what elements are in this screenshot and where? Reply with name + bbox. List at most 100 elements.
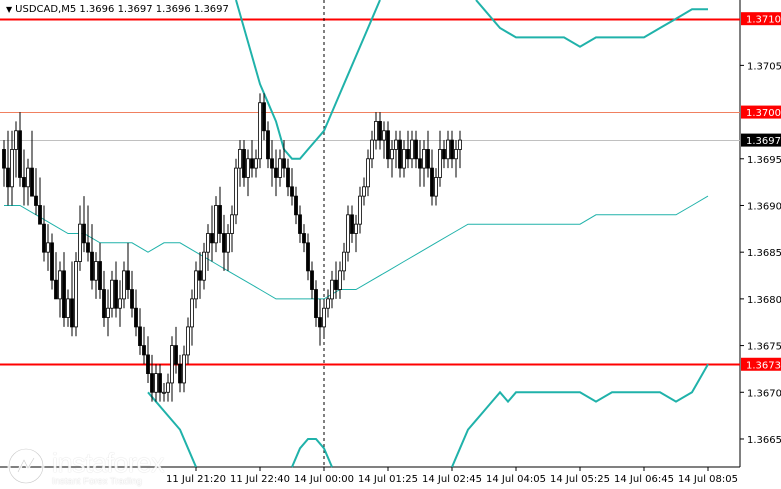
candle-body-84 <box>338 270 342 290</box>
time-axis: 11 Jul 21:20 11 Jul 22:40 14 Jul 00:00 14 J… <box>166 467 738 485</box>
level-tag-bg-2 <box>741 133 781 147</box>
candle-body-15 <box>62 270 66 318</box>
logo-tagline: Instant Forex Trading <box>52 476 142 487</box>
candle-body-54 <box>218 205 222 234</box>
x-tick-label-7: 14 Jul 06:45 <box>614 474 674 485</box>
candle-body-52 <box>210 233 214 244</box>
candle-body-80 <box>322 307 326 328</box>
candle-body-64 <box>258 102 262 160</box>
symbol-quote-text: USDCAD,M5 1.3696 1.3697 1.3696 1.3697 <box>15 4 229 15</box>
collapse-triangle-icon[interactable]: ▼ <box>6 5 13 14</box>
candle-body-8 <box>34 195 38 206</box>
candle-body-78 <box>314 289 318 318</box>
candle-body-4 <box>18 130 22 178</box>
candle-body-110 <box>442 149 446 160</box>
candle-body-62 <box>250 158 254 169</box>
candle-body-21 <box>86 242 90 253</box>
candle-body-88 <box>354 223 358 234</box>
candle-body-14 <box>58 270 62 300</box>
candle-body-43 <box>174 345 178 365</box>
candle-body-77 <box>310 270 314 290</box>
candle-body-49 <box>198 270 202 281</box>
candle-body-32 <box>130 289 134 309</box>
candle-body-0 <box>2 149 6 169</box>
candle-body-60 <box>242 149 246 178</box>
x-tick-label-3: 14 Jul 01:25 <box>358 474 418 485</box>
candle-body-69 <box>278 158 282 178</box>
candle-body-81 <box>326 298 330 309</box>
candle-body-50 <box>202 251 206 281</box>
bollinger_upper-line <box>235 0 381 160</box>
candle-body-18 <box>74 261 78 328</box>
candle-body-108 <box>434 177 438 197</box>
candle-body-82 <box>330 279 334 300</box>
y-tick-label-1: 1.3670 <box>747 388 781 399</box>
candle-body-41 <box>166 382 170 393</box>
level-tag-label-2: 1.3697 <box>746 136 781 147</box>
candle-body-7 <box>30 167 34 197</box>
bollinger_lower-line <box>147 391 197 468</box>
logo-name: instaforex <box>52 448 165 478</box>
candle-body-101 <box>406 149 410 160</box>
candle-body-79 <box>318 317 322 328</box>
candle-body-10 <box>42 223 46 253</box>
candle-body-33 <box>134 307 138 328</box>
candle-body-109 <box>438 149 442 178</box>
candle-body-30 <box>122 270 126 300</box>
x-tick-label-8: 14 Jul 08:05 <box>678 474 738 485</box>
level-lines <box>0 0 740 467</box>
candle-body-86 <box>346 214 350 253</box>
x-tick-label-0: 11 Jul 21:20 <box>166 474 226 485</box>
candle-body-39 <box>158 373 162 393</box>
y-tick-label-7: 1.3705 <box>747 61 781 72</box>
plot-background <box>0 0 740 467</box>
candle-body-111 <box>446 139 450 160</box>
candle-body-16 <box>66 298 70 318</box>
y-tick-label-0: 1.3665 <box>747 435 781 446</box>
candle-body-65 <box>262 102 266 132</box>
level-tag-bg-1 <box>741 105 781 119</box>
y-tick-label-2: 1.3675 <box>747 342 781 353</box>
candle-body-99 <box>398 139 402 169</box>
candle-body-71 <box>286 167 290 188</box>
x-tick-label-2: 14 Jul 00:00 <box>294 474 354 485</box>
y-tick-label-3: 1.3680 <box>747 295 781 306</box>
candle-body-113 <box>454 149 458 160</box>
candle-body-46 <box>186 326 190 356</box>
bollinger_upper_2-line <box>475 0 708 48</box>
price-axis: 1.3665 1.3670 1.3675 1.3680 1.3685 1.3690 1.36… <box>740 12 781 446</box>
candle-body-90 <box>362 186 366 197</box>
candle-body-112 <box>450 139 454 160</box>
candle-body-47 <box>190 298 194 328</box>
instaforex-logo-icon <box>7 447 45 485</box>
candle-body-102 <box>410 139 414 160</box>
candle-body-87 <box>350 214 354 234</box>
y-tick-label-6: 1.3695 <box>747 155 781 166</box>
x-tick-label-6: 14 Jul 05:25 <box>550 474 610 485</box>
candle-body-75 <box>302 233 306 244</box>
level-tag-bg-3 <box>741 357 781 371</box>
candle-body-6 <box>26 167 30 188</box>
x-tick-label-1: 11 Jul 22:40 <box>230 474 290 485</box>
candle-body-24 <box>98 261 102 290</box>
candle-body-98 <box>394 139 398 150</box>
symbol-header: ▼ USDCAD,M5 1.3696 1.3697 1.3696 1.3697 <box>6 4 229 15</box>
candle-body-36 <box>146 354 150 375</box>
candle-body-3 <box>14 130 18 150</box>
level-tag-label-3: 1.3673 <box>746 360 781 371</box>
bollinger-bands <box>4 0 709 468</box>
candle-body-72 <box>290 186 294 197</box>
candle-body-63 <box>254 158 258 169</box>
candle-body-44 <box>178 363 182 384</box>
candle-body-26 <box>106 307 110 318</box>
candle-body-37 <box>150 373 154 393</box>
candle-body-20 <box>82 223 86 244</box>
candle-body-95 <box>382 130 386 141</box>
candle-body-1 <box>6 167 10 188</box>
candle-body-27 <box>110 279 114 309</box>
candle-body-34 <box>138 326 142 346</box>
candle-body-85 <box>342 251 346 272</box>
candle-body-11 <box>46 242 50 253</box>
candle-body-59 <box>238 149 242 169</box>
